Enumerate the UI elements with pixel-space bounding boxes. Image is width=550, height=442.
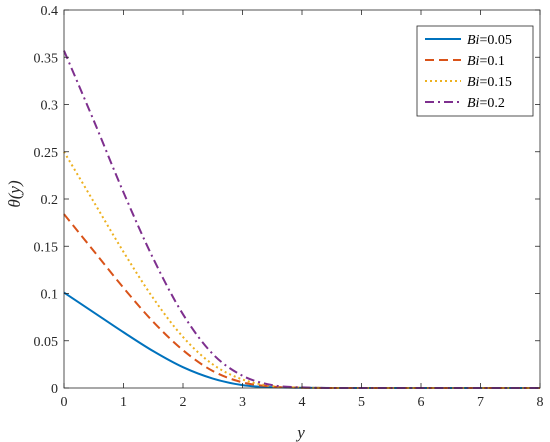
- x-tick-label: 4: [299, 395, 306, 410]
- legend-label-symbol: Bi: [467, 96, 480, 111]
- x-tick-label: 7: [477, 395, 484, 410]
- y-tick-label: 0.4: [41, 4, 59, 19]
- legend-box: [416, 25, 534, 117]
- x-tick-label: 6: [418, 395, 425, 410]
- legend-label-3: Bi=0.15: [467, 75, 512, 90]
- legend-label-value: =0.2: [479, 96, 504, 111]
- x-tick-label: 0: [61, 395, 68, 410]
- legend-label-symbol: Bi: [467, 33, 480, 48]
- x-tick-label: 5: [358, 395, 365, 410]
- legend-label-symbol: Bi: [467, 54, 480, 69]
- axes-group: 0 1 2 3 4 5 6 7 8 0 0.05 0.1 0.15 0.2 0.25 0.3 0.35 0.4: [34, 4, 544, 410]
- legend-label-value: =0.1: [479, 54, 504, 69]
- y-tick-label: 0: [51, 382, 58, 397]
- x-tick-label: 8: [537, 395, 544, 410]
- legend-label-value: =0.15: [479, 75, 511, 90]
- series-line-3: [63, 151, 540, 389]
- y-tick-label: 0.3: [41, 99, 59, 114]
- legend-label-value: =0.05: [479, 33, 511, 48]
- x-tick-label: 1: [120, 395, 127, 410]
- legend-label-symbol: Bi: [467, 75, 480, 90]
- y-axis-label: θ(y): [5, 180, 24, 208]
- x-axis-label: y: [295, 423, 305, 442]
- legend-label-2: Bi=0.1: [467, 54, 505, 69]
- y-tick-label: 0.25: [34, 146, 59, 161]
- y-tick-label: 0.05: [34, 335, 59, 350]
- series-line-4: [63, 50, 540, 389]
- x-tick-label: 2: [180, 395, 187, 410]
- y-tick-label: 0.2: [41, 193, 59, 208]
- x-tick-label: 3: [239, 395, 246, 410]
- y-tick-label: 0.35: [34, 51, 59, 66]
- legend-label-4: Bi=0.2: [467, 96, 505, 111]
- legend-label-1: Bi=0.05: [467, 33, 512, 48]
- y-tick-label: 0.1: [41, 288, 59, 303]
- y-tick-label: 0.15: [34, 240, 59, 255]
